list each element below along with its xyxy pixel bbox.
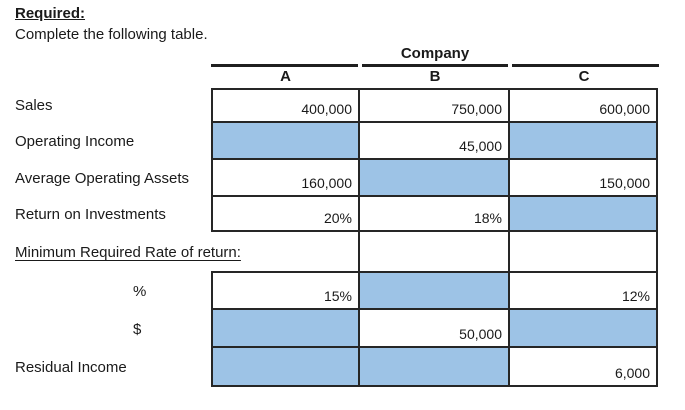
row-label-return-on-investments: Return on Investments bbox=[15, 206, 166, 223]
cell-dollar-b: 50,000 bbox=[360, 310, 510, 348]
cell-sales-b: 750,000 bbox=[360, 88, 510, 123]
column-header-a: A bbox=[280, 68, 291, 85]
cell-average-operating-assets-b[interactable] bbox=[360, 160, 510, 197]
cell-minimum-required-rate-b[interactable] bbox=[360, 232, 510, 273]
required-heading: Required: bbox=[15, 5, 86, 22]
cell-operating-income-b: 45,000 bbox=[360, 123, 510, 160]
data-table: Sales 400,000 750,000 600,000 Operating … bbox=[0, 88, 658, 387]
cell-minimum-required-rate-c[interactable] bbox=[510, 232, 658, 273]
column-header-b: B bbox=[429, 68, 441, 85]
cell-residual-income-c: 6,000 bbox=[510, 348, 658, 387]
cell-dollar-a[interactable] bbox=[211, 310, 360, 348]
company-underline-segment-b bbox=[362, 64, 508, 67]
row-label-average-operating-assets: Average Operating Assets bbox=[15, 170, 189, 187]
cell-percent-b[interactable] bbox=[360, 273, 510, 310]
cell-percent-c: 12% bbox=[510, 273, 658, 310]
cell-return-on-investments-c[interactable] bbox=[510, 197, 658, 232]
cell-dollar-c[interactable] bbox=[510, 310, 658, 348]
company-underline-segment-c bbox=[512, 64, 659, 67]
company-underline-segment-a bbox=[211, 64, 358, 67]
cell-sales-a: 400,000 bbox=[211, 88, 360, 123]
row-label-sales: Sales bbox=[15, 97, 53, 114]
cell-average-operating-assets-a: 160,000 bbox=[211, 160, 360, 197]
column-header-c: C bbox=[578, 68, 590, 85]
row-label-residual-income: Residual Income bbox=[15, 359, 127, 376]
row-label-minimum-required-rate: Minimum Required Rate of return: bbox=[15, 244, 241, 261]
instruction-text: Complete the following table. bbox=[15, 26, 208, 43]
row-label-operating-income: Operating Income bbox=[15, 133, 135, 150]
row-label-percent: % bbox=[133, 283, 147, 300]
cell-percent-a: 15% bbox=[211, 273, 360, 310]
row-label-dollar: $ bbox=[133, 320, 142, 338]
cell-minimum-required-rate-a bbox=[211, 232, 360, 273]
cell-residual-income-a[interactable] bbox=[211, 348, 360, 387]
cell-return-on-investments-a: 20% bbox=[211, 197, 360, 232]
cell-operating-income-a[interactable] bbox=[211, 123, 360, 160]
cell-operating-income-c[interactable] bbox=[510, 123, 658, 160]
cell-sales-c: 600,000 bbox=[510, 88, 658, 123]
company-group-header: Company bbox=[400, 45, 470, 62]
cell-return-on-investments-b: 18% bbox=[360, 197, 510, 232]
cell-residual-income-b[interactable] bbox=[360, 348, 510, 387]
cell-average-operating-assets-c: 150,000 bbox=[510, 160, 658, 197]
